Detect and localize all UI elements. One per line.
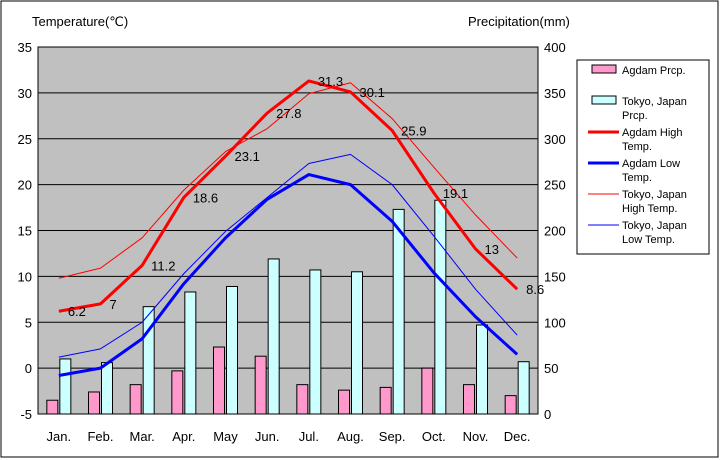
high-temp-data-label: 7 (110, 297, 117, 312)
precip-tick-label: 100 (544, 315, 566, 330)
high-temp-data-label: 23.1 (235, 149, 260, 164)
data-labels-group: 6.2 7 11.2 18.6 23.1 27.8 31.3 30.1 25.9 19.1 13 8.… (68, 74, 544, 319)
high-temp-data-label: 13 (485, 242, 499, 257)
tokyo-precip-bar (101, 362, 113, 415)
agdam-precip-bar (379, 386, 392, 415)
agdam-precip-bar (88, 391, 100, 415)
tokyo-precip-bar (476, 324, 488, 415)
tokyo-precip-bar (267, 258, 280, 415)
precip-tick-label: 200 (544, 224, 566, 239)
precip-tick-label: 400 (544, 40, 566, 55)
lines-group (58, 79, 519, 377)
agdam-precip-bar (213, 346, 225, 415)
legend-swatch-cyan-bar (591, 95, 617, 105)
agdam-high-line (58, 79, 519, 313)
agdam-precip-bar (338, 389, 350, 415)
legend-label: Tokyo, Japan (622, 220, 687, 232)
legend-label: Temp. (622, 172, 652, 184)
month-tick-label: Oct. (422, 429, 446, 444)
precip-tick-label: 50 (544, 361, 558, 376)
agdam-precip-bar (504, 395, 517, 415)
high-temp-data-label: 31.3 (318, 74, 343, 89)
month-tick-label: Jun. (255, 429, 280, 444)
high-temp-data-label: 18.6 (193, 190, 218, 205)
month-tick-label: Sep. (379, 429, 406, 444)
agdam-precip-bar (46, 399, 59, 415)
high-temp-data-label: 19.1 (443, 186, 468, 201)
precip-tick-label: 300 (544, 132, 566, 147)
legend-swatch-pink-bar (591, 64, 617, 74)
temp-tick-label: 15 (18, 224, 32, 239)
legend-label: Agdam Prcp. (622, 65, 686, 77)
temp-tick-label: 35 (18, 40, 32, 55)
month-tick-label: Jul. (299, 429, 319, 444)
legend-label: High Temp. (622, 203, 677, 215)
temp-tick-label: 30 (18, 86, 32, 101)
agdam-precip-bar (421, 367, 434, 415)
month-tick-label: Dec. (504, 429, 531, 444)
temp-tick-label: 5 (25, 315, 32, 330)
bars-group (46, 199, 530, 415)
agdam-precip-bar (171, 370, 184, 415)
month-tick-label: Feb. (87, 429, 113, 444)
tokyo-precip-bar (226, 285, 238, 415)
tokyo-precip-bar (184, 291, 197, 415)
legend-box (576, 59, 710, 255)
legend-label: Tokyo, Japan (622, 189, 687, 201)
agdam-low-line (58, 173, 519, 377)
month-tick-label: Aug. (337, 429, 364, 444)
legend-label: Tokyo, Japan (622, 96, 687, 108)
plot-border (37, 46, 539, 415)
legend-label: Agdam Low (622, 158, 680, 170)
precip-tick-label: 350 (544, 86, 566, 101)
high-temp-data-label: 27.8 (276, 106, 301, 121)
tokyo-precip-bar (309, 269, 322, 415)
month-tick-label: Nov. (463, 429, 489, 444)
tokyo-precip-bar (59, 358, 72, 415)
grid-lines (38, 92, 538, 369)
month-tick-label: May (213, 429, 238, 444)
left-axis-title: Temperature(℃) (32, 14, 128, 29)
legend-label: Prcp. (622, 110, 648, 122)
precip-tick-label: 0 (544, 407, 551, 422)
high-temp-data-label: 8.6 (526, 282, 544, 297)
agdam-precip-bar (296, 384, 309, 415)
tokyo-precip-bar (392, 208, 405, 415)
tokyo-precip-bar (434, 199, 447, 415)
temp-tick-label: 25 (18, 132, 32, 147)
month-tick-label: Jan. (47, 429, 72, 444)
temp-tick-label: -5 (20, 407, 32, 422)
temp-tick-label: 20 (18, 178, 32, 193)
right-axis-title: Precipitation(mm) (468, 14, 570, 29)
precip-tick-label: 150 (544, 269, 566, 284)
temp-tick-label: 0 (25, 361, 32, 376)
tokyo-low-line (58, 153, 518, 358)
high-temp-data-label: 11.2 (151, 258, 175, 273)
axes-group: -505101520253035050100150200250300350400… (18, 40, 566, 444)
high-temp-data-label: 6.2 (68, 304, 86, 319)
tokyo-precip-bar (351, 271, 363, 415)
legend-label: Temp. (622, 141, 652, 153)
legend-label: Agdam High (622, 127, 683, 139)
month-tick-label: Mar. (130, 429, 155, 444)
high-temp-data-label: 25.9 (401, 123, 426, 138)
month-tick-label: Apr. (172, 429, 195, 444)
agdam-precip-bar (463, 384, 475, 415)
legend: Agdam Prcp. Tokyo, Japan Prcp. Agdam High Te… (576, 59, 710, 255)
temp-tick-label: 10 (18, 269, 32, 284)
agdam-precip-bar (129, 384, 142, 415)
tokyo-high-line (58, 82, 518, 279)
legend-label: Low Temp. (622, 234, 675, 246)
tokyo-precip-bar (517, 361, 530, 415)
precip-tick-label: 250 (544, 178, 566, 193)
agdam-precip-bar (254, 355, 267, 415)
high-temp-data-label: 30.1 (360, 85, 385, 100)
